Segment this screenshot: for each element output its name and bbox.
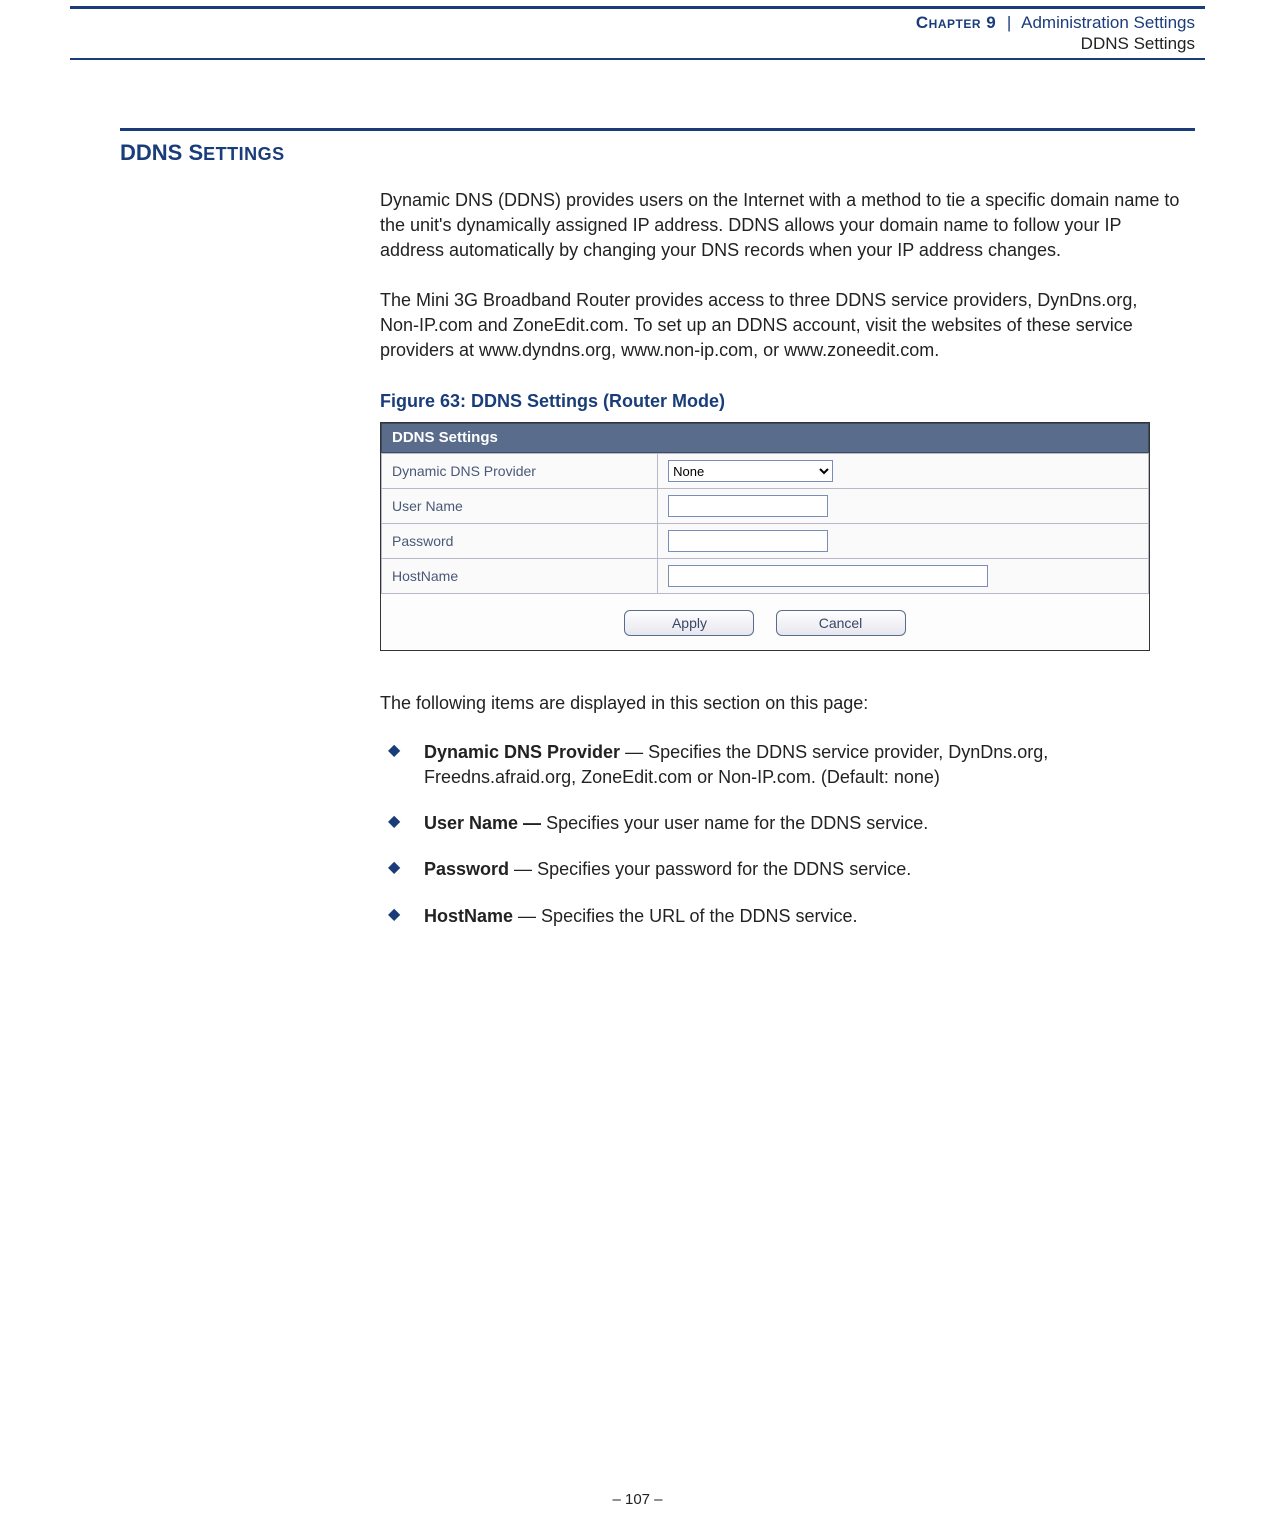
settings-table: Dynamic DNS Provider None User Name Pass…: [381, 453, 1149, 594]
page-header: Chapter 9 | Administration Settings DDNS…: [916, 12, 1195, 55]
hostname-label: HostName: [382, 559, 658, 594]
password-label: Password: [382, 524, 658, 559]
bullet-item-provider: Dynamic DNS Provider — Specifies the DDN…: [380, 740, 1180, 789]
bullet-list: Dynamic DNS Provider — Specifies the DDN…: [380, 740, 1180, 927]
bullet-item-hostname: HostName — Specifies the URL of the DDNS…: [380, 904, 1180, 928]
row-provider: Dynamic DNS Provider None: [382, 454, 1149, 489]
bullet-sep: —: [509, 859, 537, 879]
figure-screenshot: DDNS Settings Dynamic DNS Provider None …: [380, 422, 1150, 652]
hostname-input[interactable]: [668, 565, 988, 587]
row-hostname: HostName: [382, 559, 1149, 594]
heading-main: DDNS S: [120, 140, 203, 165]
username-cell: [658, 489, 1149, 524]
figure-caption: Figure 63: DDNS Settings (Router Mode): [380, 389, 1180, 414]
hostname-cell: [658, 559, 1149, 594]
header-rule: [70, 58, 1205, 60]
bullet-term: HostName: [424, 906, 513, 926]
heading-rest: ETTINGS: [203, 144, 285, 164]
password-cell: [658, 524, 1149, 559]
password-input[interactable]: [668, 530, 828, 552]
list-intro: The following items are displayed in thi…: [380, 691, 1180, 716]
chapter-title: Administration Settings: [1021, 13, 1195, 32]
top-rule: [70, 6, 1205, 9]
header-subtitle: DDNS Settings: [916, 33, 1195, 54]
header-separator: |: [1007, 13, 1011, 32]
bullet-item-username: User Name — Specifies your user name for…: [380, 811, 1180, 835]
chapter-label: Chapter 9: [916, 13, 996, 32]
provider-cell: None: [658, 454, 1149, 489]
bullet-item-password: Password — Specifies your password for t…: [380, 857, 1180, 881]
row-username: User Name: [382, 489, 1149, 524]
provider-select[interactable]: None: [668, 460, 833, 482]
row-password: Password: [382, 524, 1149, 559]
username-label: User Name: [382, 489, 658, 524]
bullet-term: Dynamic DNS Provider: [424, 742, 620, 762]
bullet-term: Password: [424, 859, 509, 879]
bullet-term: User Name —: [424, 813, 541, 833]
cancel-button[interactable]: Cancel: [776, 610, 906, 636]
bullet-desc: Specifies your password for the DDNS ser…: [537, 859, 911, 879]
bullet-sep: —: [513, 906, 541, 926]
paragraph-1: Dynamic DNS (DDNS) provides users on the…: [380, 188, 1180, 262]
bullet-desc: Specifies the URL of the DDNS service.: [541, 906, 857, 926]
section-heading: DDNS SETTINGS: [120, 140, 285, 166]
section-rule: [120, 128, 1195, 131]
provider-label: Dynamic DNS Provider: [382, 454, 658, 489]
bullet-sep: —: [620, 742, 648, 762]
username-input[interactable]: [668, 495, 828, 517]
button-row: Apply Cancel: [381, 594, 1149, 650]
paragraph-2: The Mini 3G Broadband Router provides ac…: [380, 288, 1180, 362]
bullet-desc: Specifies your user name for the DDNS se…: [546, 813, 928, 833]
apply-button[interactable]: Apply: [624, 610, 754, 636]
page-number: – 107 –: [0, 1491, 1275, 1508]
body-column: Dynamic DNS (DDNS) provides users on the…: [380, 188, 1180, 950]
panel-title: DDNS Settings: [381, 423, 1149, 454]
